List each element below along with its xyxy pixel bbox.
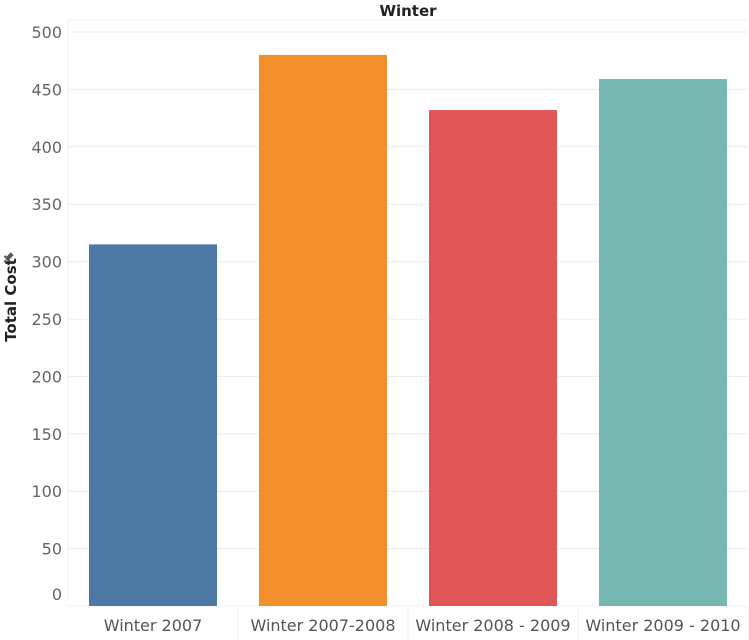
y-tick-label: 400 <box>31 138 62 157</box>
y-tick-label: 500 <box>31 23 62 42</box>
x-axis-categories: Winter 2007 Winter 2007-2008 Winter 2008 -… <box>104 616 741 635</box>
x-category-label: Winter 2007 <box>104 616 203 635</box>
x-category-label: Winter 2008 - 2009 <box>415 616 570 635</box>
y-tick-label: 50 <box>42 540 62 559</box>
y-tick-label: 200 <box>31 367 62 386</box>
y-tick-label: 300 <box>31 253 62 272</box>
y-tick-label: 150 <box>31 425 62 444</box>
chart-title: Winter <box>379 2 437 20</box>
y-tick-label: 250 <box>31 310 62 329</box>
x-category-label: Winter 2007-2008 <box>250 616 395 635</box>
pin-icon[interactable] <box>1 251 15 265</box>
y-tick-label: 0 <box>52 585 62 604</box>
y-tick-label: 100 <box>31 482 62 501</box>
y-tick-label: 350 <box>31 195 62 214</box>
y-axis-ticks: 0 50 100 150 200 250 300 350 400 450 500 <box>31 23 62 604</box>
y-axis-label[interactable]: Total Cost <box>2 258 20 342</box>
bars <box>89 54 727 607</box>
bar[interactable] <box>89 244 217 606</box>
bar[interactable] <box>599 79 727 607</box>
y-tick-label: 450 <box>31 80 62 99</box>
x-category-label: Winter 2009 - 2010 <box>585 616 740 635</box>
bar[interactable] <box>259 54 387 606</box>
bar[interactable] <box>429 110 557 607</box>
